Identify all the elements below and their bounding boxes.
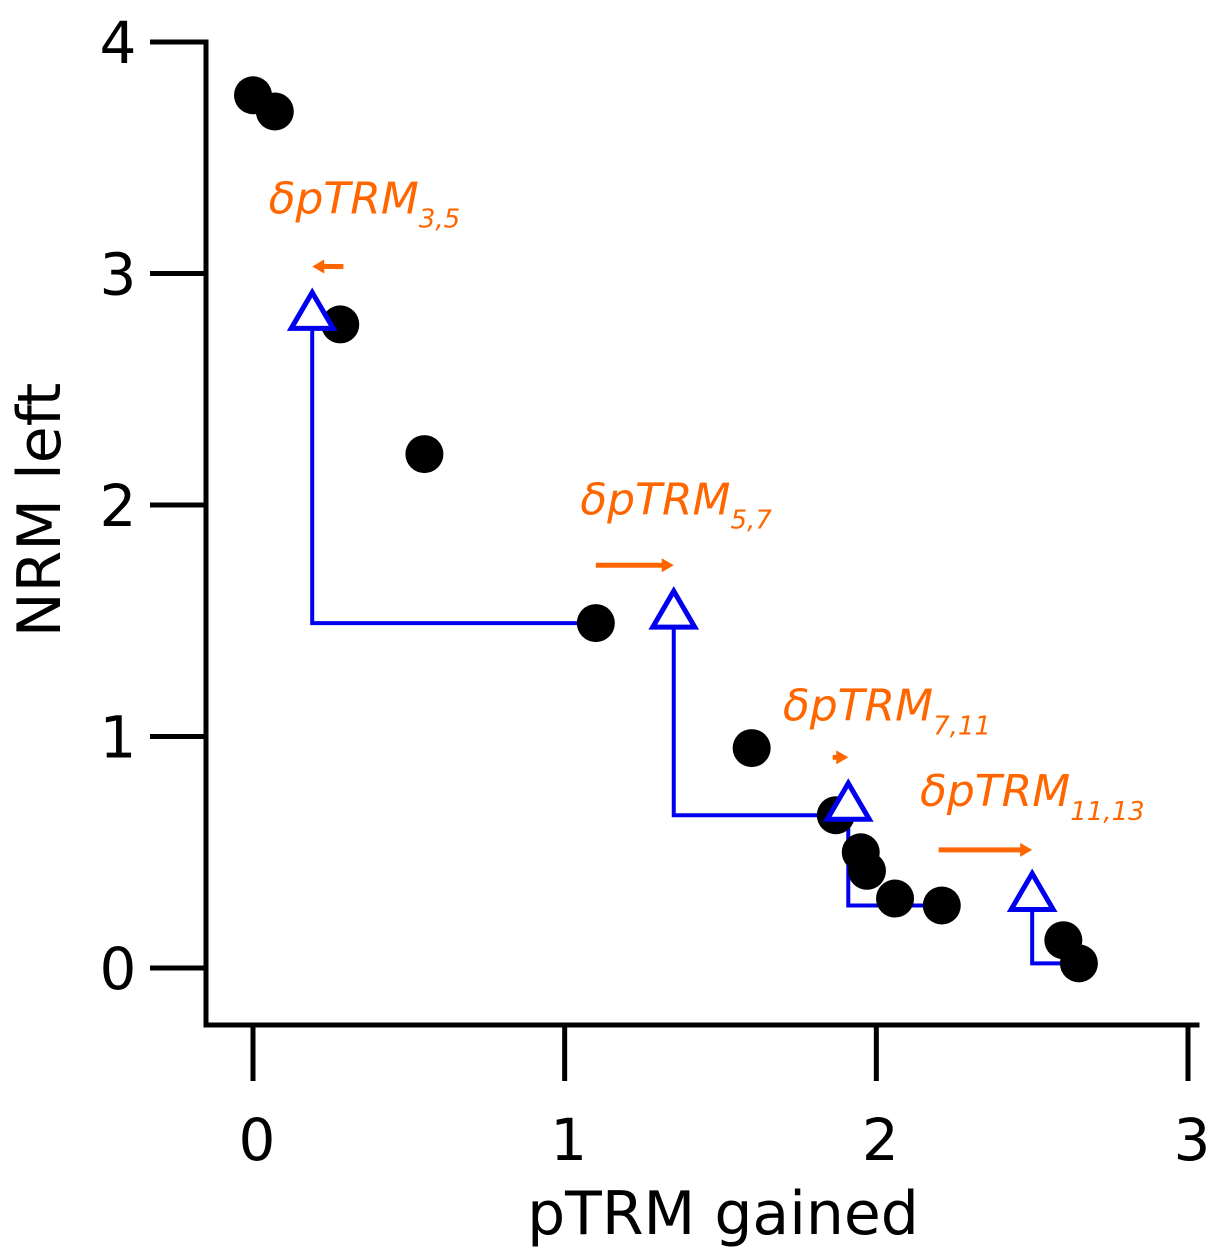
data-point [321,305,360,344]
x-tick-label: 1 [550,1106,587,1174]
axis-lines [203,39,1200,1028]
data-point [732,729,771,768]
delta-arrow-head [1020,842,1033,857]
marks [234,76,1098,983]
delta-arrow-head [312,259,325,274]
data-point [255,92,294,131]
y-tick-label: 0 [100,935,137,1003]
x-tick-label: 3 [1174,1106,1211,1174]
delta-arrow-head [836,750,849,765]
x-tick-label: 0 [239,1106,276,1174]
x-tick-label: 2 [862,1106,899,1174]
x-axis-label: pTRM gained [527,1179,919,1249]
check-line [671,623,836,818]
data-point [847,851,886,890]
y-axis-label: NRM left [5,383,75,638]
y-tick-label: 2 [100,472,137,540]
check-line [1030,905,1064,966]
check-triangle [648,586,700,630]
y-tick-label: 4 [100,9,137,77]
delta-ptrm-label: δpTRM11,13 [920,766,1145,827]
check-line [310,324,596,626]
data-point [876,879,915,918]
annotations: δpTRM3,5 δpTRM5,7 δpTRM7,11 δpTRM11,13 [269,173,1145,857]
delta-ptrm-label: δpTRM5,7 [580,474,772,535]
y-tick-label: 1 [100,704,137,772]
data-point [922,886,961,925]
check-triangle [822,778,874,822]
check-triangle [286,287,338,331]
data-point [1059,944,1098,983]
y-tick-label: 3 [100,241,137,309]
delta-ptrm-label: δpTRM3,5 [269,173,461,234]
data-point [576,604,615,643]
data-point [405,435,444,474]
check-triangle [1006,868,1058,912]
delta-ptrm-label: δpTRM7,11 [783,680,991,741]
delta-arrow-head [661,558,674,573]
axes: 0 1 2 3 4 0 1 2 3 [100,9,1211,1174]
